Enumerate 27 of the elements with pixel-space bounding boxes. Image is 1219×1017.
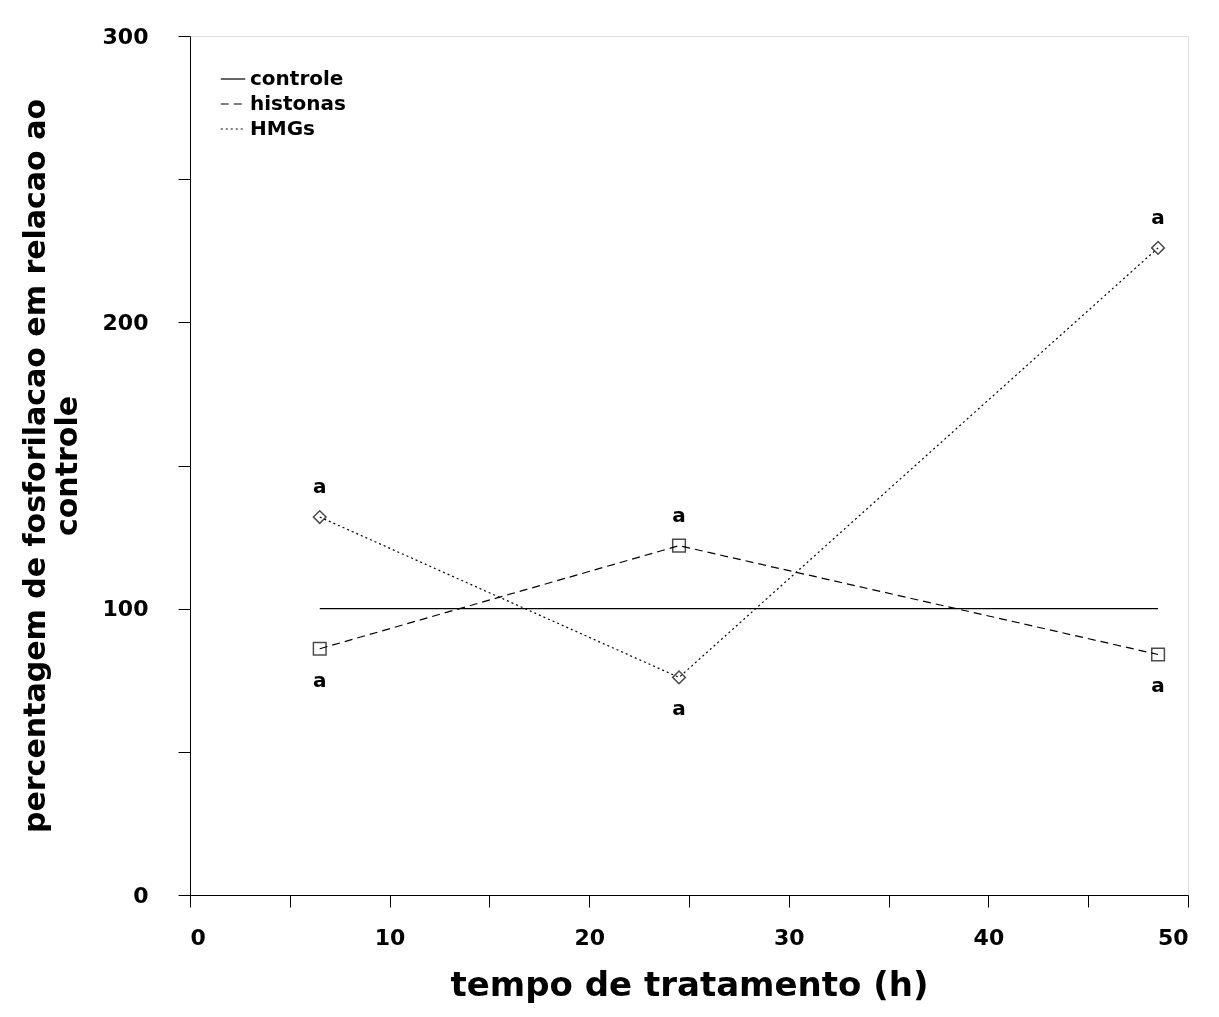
point [1150,240,1166,255]
legend-label: controle [250,66,344,90]
annotation: a [1151,673,1165,698]
x-tick-label: 20 [574,924,606,950]
y-tick-label: 0 [133,882,149,908]
x-axis-title: tempo de tratamento (h) [450,963,929,1004]
x-tick-label: 10 [374,924,406,950]
y-axis-title: percentagem de fosforilacao em relacao ao controle [16,98,84,834]
point [671,670,687,685]
legend-label: histonas [250,91,346,115]
annotation: a [672,696,686,721]
annotation: a [672,502,686,527]
annotation: a [312,474,327,499]
point [671,538,687,553]
x-tick-label: 50 [1157,924,1189,950]
x-tick-label: 40 [973,924,1005,950]
legend-label: HMGs [250,116,315,140]
annotation: a [1151,204,1165,229]
y-tick-label: 300 [102,23,149,49]
x-tick-label: 0 [190,924,206,950]
y-tick-label: 100 [102,596,149,622]
point [312,509,327,525]
x-tick-label: 30 [773,924,805,950]
point [312,641,327,656]
annotation: a [312,667,327,692]
y-tick-label: 200 [102,309,149,335]
point [1150,647,1166,662]
